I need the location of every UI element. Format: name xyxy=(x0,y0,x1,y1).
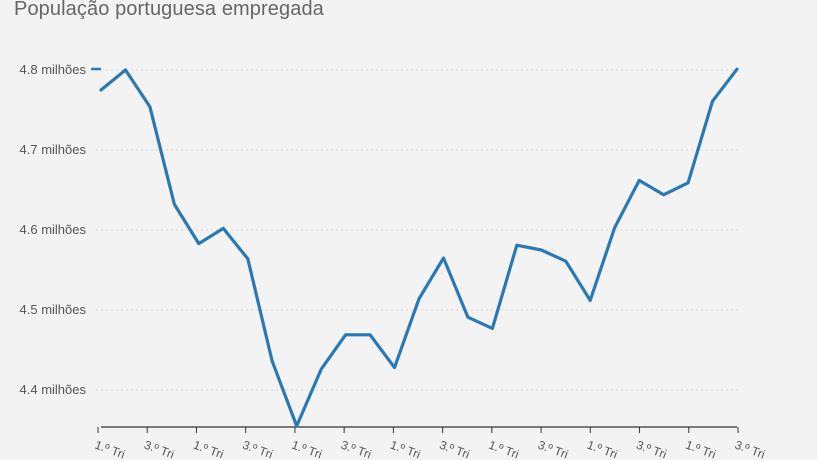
data-point xyxy=(320,368,322,371)
data-point xyxy=(173,203,176,206)
x-tick-label: 3.º Tri xyxy=(635,438,669,460)
x-tick-label: 3.º Tri xyxy=(142,438,176,460)
data-point xyxy=(246,258,249,260)
data-point xyxy=(516,244,518,246)
data-point xyxy=(491,327,494,330)
x-tick-label: 3.º Tri xyxy=(733,438,767,460)
y-axis-labels: 4.8 milhões 4.7 milhões 4.6 milhões 4.5 mil… xyxy=(20,62,101,397)
data-point xyxy=(687,182,689,184)
data-point xyxy=(149,106,151,108)
y-tick-label: 4.7 milhões xyxy=(20,142,87,157)
x-tick-label: 3.º Tri xyxy=(339,438,373,460)
series-line xyxy=(99,67,739,428)
data-point xyxy=(638,179,640,182)
data-point xyxy=(393,366,396,369)
data-point xyxy=(467,316,469,319)
y-tick-label: 4.4 milhões xyxy=(20,382,87,397)
data-point xyxy=(564,260,567,263)
data-point xyxy=(418,298,420,300)
data-point xyxy=(369,334,371,336)
x-tick-label: 1.º Tri xyxy=(388,438,422,460)
x-axis: 1.º Tri 3.º Tri 1.º Tri 3.º Tri 1.º Tri 3.º T… xyxy=(93,426,767,460)
data-point xyxy=(344,334,347,336)
x-tick-label: 3.º Tri xyxy=(536,438,570,460)
x-tick-label: 1.º Tri xyxy=(290,438,324,460)
data-point xyxy=(271,360,274,363)
grid-lines xyxy=(96,69,740,391)
x-tick-label: 1.º Tri xyxy=(191,438,225,460)
y-tick-label: 4.8 milhões xyxy=(20,62,87,77)
data-point xyxy=(442,257,445,259)
x-tick-label: 1.º Tri xyxy=(684,438,718,460)
y-tick-label: 4.5 milhões xyxy=(20,302,87,317)
x-tick-label: 1.º Tri xyxy=(487,438,521,460)
x-tick-label: 1.º Tri xyxy=(585,438,619,460)
data-point xyxy=(222,227,225,230)
x-tick-label: 3.º Tri xyxy=(438,438,472,460)
data-point xyxy=(295,425,298,427)
data-point xyxy=(198,242,200,245)
data-point xyxy=(589,299,592,302)
data-point xyxy=(736,68,738,70)
data-point xyxy=(662,194,665,196)
data-point xyxy=(124,69,127,71)
data-point xyxy=(540,249,543,251)
chart-title: População portuguesa empregada xyxy=(14,0,324,20)
y-tick-label: 4.6 milhões xyxy=(20,222,87,237)
data-point xyxy=(711,100,714,102)
x-tick-label: 1.º Tri xyxy=(93,438,127,460)
data-point xyxy=(613,226,616,229)
data-line xyxy=(99,67,739,428)
x-tick-label: 3.º Tri xyxy=(241,438,275,460)
data-point xyxy=(100,89,102,91)
